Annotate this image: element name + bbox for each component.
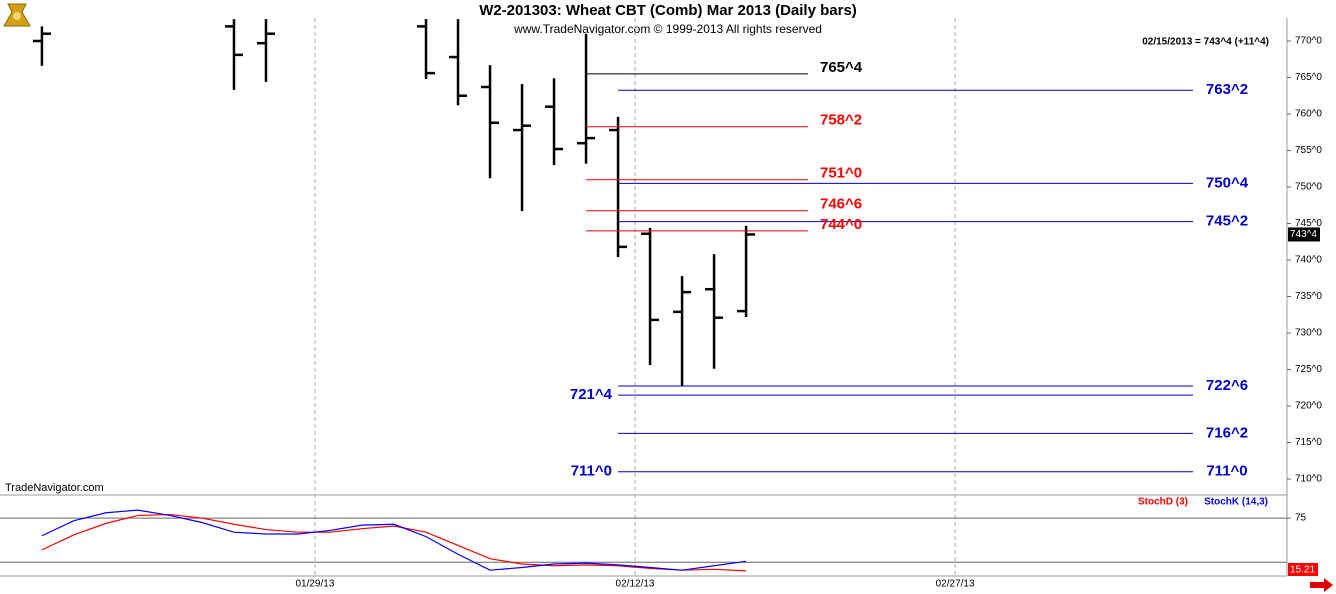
level-label: 750^4 (1206, 174, 1249, 191)
level-label: 744^0 (820, 216, 862, 233)
header-quote: 02/15/2013 = 743^4 (+11^4) (1142, 37, 1269, 48)
x-tick-label: 01/29/13 (295, 579, 334, 590)
chart-subtitle: www.TradeNavigator.com © 1999-2013 All r… (513, 22, 822, 36)
level-label: 711^0 (1206, 463, 1247, 480)
level-label: 745^2 (1206, 213, 1248, 230)
chart-title: W2-201303: Wheat CBT (Comb) Mar 2013 (Da… (479, 2, 857, 19)
last-value-box (1288, 227, 1320, 242)
y-tick-label: 715^0 (1295, 437, 1322, 448)
level-label: 758^2 (820, 112, 862, 129)
plot-group (32, 19, 1193, 473)
stoch-line (41, 509, 747, 571)
plot-group (41, 509, 747, 572)
y-tick-label: 760^0 (1295, 109, 1322, 120)
level-label: 746^6 (820, 196, 862, 213)
legend-label: StochD (3) (1138, 497, 1188, 508)
y-tick-label: 770^0 (1295, 36, 1322, 47)
y-tick-label: 725^0 (1295, 364, 1322, 375)
stoch-line (41, 513, 747, 572)
scroll-arrow[interactable] (1310, 578, 1333, 592)
last-value-box (1288, 563, 1318, 576)
x-tick-label: 02/12/13 (616, 579, 655, 590)
y-tick-label: 710^0 (1295, 474, 1322, 485)
y-tick-label: 730^0 (1295, 328, 1322, 339)
level-label: 716^2 (1206, 424, 1248, 441)
level-label: 763^2 (1206, 81, 1248, 98)
y-tick-label: 745^0 (1295, 218, 1322, 229)
x-tick-label: 02/27/13 (936, 579, 975, 590)
level-label: 711^0 (571, 463, 612, 480)
y-tick-label: 720^0 (1295, 401, 1322, 412)
last-value-label: 15.21 (1290, 565, 1315, 576)
y-tick-label: 750^0 (1295, 182, 1322, 193)
y-tick-label: 735^0 (1295, 291, 1322, 302)
legend: StochD (3) StochK (14,3) (1138, 497, 1268, 508)
level-label: 751^0 (820, 165, 862, 182)
logo (3, 3, 31, 27)
level-label: 722^6 (1206, 377, 1248, 394)
y-tick-label: 765^0 (1295, 72, 1322, 83)
level-label: 721^4 (570, 386, 613, 403)
watermark: TradeNavigator.com (5, 482, 104, 494)
y-tick-label: 740^0 (1295, 255, 1322, 266)
y-tick-label: 755^0 (1295, 145, 1322, 156)
y-tick-label: 75 (1295, 513, 1307, 524)
legend-label: StochK (14,3) (1204, 497, 1268, 508)
level-label: 765^4 (820, 59, 863, 76)
last-value-label: 743^4 (1290, 229, 1317, 240)
